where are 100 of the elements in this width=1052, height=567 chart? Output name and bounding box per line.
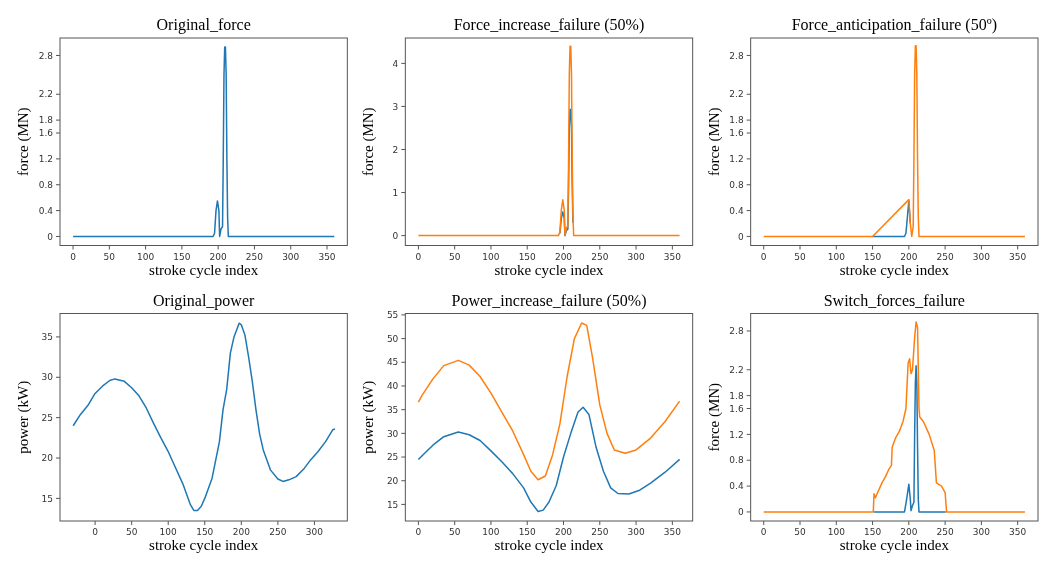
y-tick-label: 1.8 bbox=[729, 390, 744, 401]
chart-title: Power_increase_failure (50%) bbox=[451, 291, 647, 310]
y-tick-label: 55 bbox=[386, 310, 399, 321]
x-tick-label: 150 bbox=[173, 251, 191, 262]
y-tick-label: 35 bbox=[386, 404, 399, 415]
y-axis-title: force (MN) bbox=[705, 382, 723, 452]
line-series bbox=[762, 45, 1026, 238]
x-tick-label: 50 bbox=[103, 251, 116, 262]
y-tick-label: 1 bbox=[392, 187, 399, 198]
y-tick-label: 45 bbox=[386, 357, 399, 368]
y-tick-label: 15 bbox=[386, 499, 399, 510]
y-tick-label: 2.8 bbox=[38, 50, 54, 61]
y-tick-label: 0 bbox=[737, 507, 744, 518]
x-tick-label: 0 bbox=[760, 527, 767, 537]
x-tick-label: 250 bbox=[245, 251, 264, 262]
x-axis-title: stroke cycle index bbox=[149, 537, 259, 553]
y-tick-label: 0.8 bbox=[729, 179, 744, 190]
x-tick-label: 100 bbox=[137, 251, 155, 262]
x-axis-title: stroke cycle index bbox=[839, 537, 950, 553]
y-axis-title: force (MN) bbox=[15, 107, 32, 177]
y-tick-label: 35 bbox=[41, 332, 53, 343]
x-axis-title: stroke cycle index bbox=[839, 261, 950, 278]
y-tick-label: 1.2 bbox=[729, 429, 744, 440]
line-series bbox=[417, 45, 681, 237]
y-axis-title: power (kW) bbox=[15, 380, 32, 454]
y-tick-label: 0 bbox=[737, 231, 744, 242]
x-tick-label: 0 bbox=[70, 251, 77, 262]
chart-title: Original_power bbox=[153, 291, 255, 310]
chart-title: Switch_forces_failure bbox=[823, 291, 965, 309]
x-tick-label: 200 bbox=[900, 251, 918, 262]
x-tick-label: 150 bbox=[863, 251, 882, 262]
x-tick-label: 350 bbox=[663, 527, 682, 537]
y-tick-label: 1.2 bbox=[38, 154, 53, 165]
y-tick-label: 25 bbox=[386, 452, 399, 463]
x-tick-label: 200 bbox=[554, 527, 573, 537]
y-tick-label: 50 bbox=[386, 333, 399, 344]
y-tick-label: 1.6 bbox=[729, 403, 744, 414]
y-tick-label: 1.8 bbox=[729, 115, 744, 126]
line-series bbox=[417, 406, 681, 513]
x-tick-label: 300 bbox=[627, 251, 645, 262]
y-tick-label: 20 bbox=[386, 475, 399, 486]
x-tick-label: 300 bbox=[282, 251, 300, 262]
x-tick-label: 300 bbox=[627, 527, 645, 537]
y-tick-label: 2.2 bbox=[729, 364, 744, 375]
y-tick-label: 0.4 bbox=[729, 481, 744, 492]
x-axis-title: stroke cycle index bbox=[149, 261, 259, 278]
x-tick-label: 350 bbox=[1009, 527, 1027, 537]
line-series bbox=[417, 322, 681, 481]
x-tick-label: 150 bbox=[863, 527, 882, 537]
x-tick-label: 300 bbox=[972, 251, 991, 262]
y-tick-label: 0 bbox=[392, 230, 399, 241]
x-tick-label: 100 bbox=[482, 527, 500, 537]
y-tick-label: 1.8 bbox=[38, 115, 54, 126]
y-tick-label: 2.8 bbox=[729, 50, 744, 61]
x-tick-label: 250 bbox=[936, 527, 954, 537]
x-tick-label: 150 bbox=[196, 527, 214, 537]
x-tick-label: 0 bbox=[415, 251, 422, 262]
x-tick-label: 50 bbox=[448, 251, 461, 262]
x-tick-label: 300 bbox=[972, 527, 991, 537]
y-tick-label: 2.2 bbox=[729, 89, 744, 100]
y-tick-label: 2 bbox=[392, 144, 399, 155]
x-axis-title: stroke cycle index bbox=[494, 537, 605, 553]
y-tick-label: 0.8 bbox=[729, 455, 744, 466]
y-tick-label: 0.4 bbox=[729, 205, 744, 216]
line-series bbox=[72, 46, 336, 238]
x-tick-label: 350 bbox=[663, 251, 682, 262]
x-tick-label: 350 bbox=[1009, 251, 1027, 262]
x-axis-title: stroke cycle index bbox=[494, 261, 605, 278]
x-tick-label: 0 bbox=[415, 527, 422, 537]
x-tick-label: 50 bbox=[794, 251, 807, 262]
x-tick-label: 250 bbox=[269, 527, 287, 537]
chart-title: Original_force bbox=[156, 16, 251, 34]
x-tick-label: 100 bbox=[827, 527, 846, 537]
x-tick-label: 200 bbox=[232, 527, 251, 537]
x-tick-label: 100 bbox=[159, 527, 178, 537]
x-tick-label: 200 bbox=[209, 251, 228, 262]
y-tick-label: 0.8 bbox=[38, 179, 54, 190]
y-tick-label: 3 bbox=[392, 101, 399, 112]
x-tick-label: 100 bbox=[827, 251, 846, 262]
y-tick-label: 15 bbox=[41, 493, 53, 504]
y-tick-label: 30 bbox=[41, 372, 54, 383]
y-tick-label: 40 bbox=[386, 381, 399, 392]
y-tick-label: 25 bbox=[41, 412, 53, 423]
y-axis-title: force (MN) bbox=[705, 107, 723, 177]
y-axis-title: power (kW) bbox=[360, 380, 378, 454]
y-tick-label: 4 bbox=[392, 58, 399, 69]
x-tick-label: 0 bbox=[92, 527, 99, 537]
x-tick-label: 300 bbox=[305, 527, 324, 537]
x-tick-label: 150 bbox=[518, 251, 537, 262]
y-tick-label: 1.2 bbox=[729, 154, 744, 165]
x-tick-label: 350 bbox=[318, 251, 336, 262]
y-tick-label: 30 bbox=[386, 428, 399, 439]
x-tick-label: 50 bbox=[794, 527, 807, 537]
chart-title: Force_increase_failure (50%) bbox=[453, 16, 645, 34]
y-tick-label: 20 bbox=[41, 453, 54, 464]
y-tick-label: 2.2 bbox=[38, 89, 53, 100]
line-series bbox=[72, 322, 336, 512]
x-tick-label: 50 bbox=[448, 527, 461, 537]
y-tick-label: 0 bbox=[47, 231, 54, 242]
x-tick-label: 200 bbox=[554, 251, 573, 262]
